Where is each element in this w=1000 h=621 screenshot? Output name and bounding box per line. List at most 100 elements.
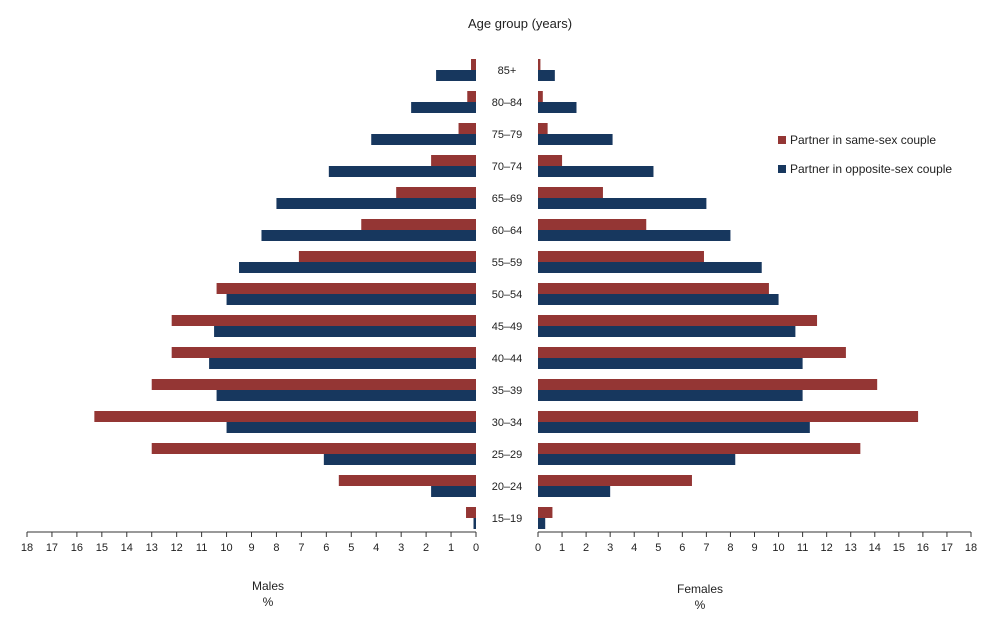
bar-female-opposite-sex-40–44 — [538, 358, 803, 369]
males-axis-title: Males — [252, 579, 284, 593]
bar-male-same-sex-40–44 — [171, 347, 476, 358]
bar-male-opposite-sex-40–44 — [209, 358, 476, 369]
age-label-65–69: 65–69 — [492, 193, 523, 205]
bar-male-same-sex-25–29 — [151, 443, 476, 454]
males-tick-label-2: 2 — [423, 542, 429, 554]
bar-male-same-sex-45–49 — [171, 315, 476, 326]
bar-male-opposite-sex-30–34 — [226, 422, 476, 433]
bar-female-same-sex-70–74 — [538, 155, 563, 166]
females-tick-label-13: 13 — [845, 542, 857, 554]
males-axis-unit: % — [263, 595, 274, 609]
bar-male-opposite-sex-65–69 — [276, 198, 476, 209]
females-tick-label-5: 5 — [655, 542, 661, 554]
bar-female-opposite-sex-50–54 — [538, 294, 779, 305]
bars-layer — [94, 59, 919, 529]
bar-male-same-sex-30–34 — [94, 411, 476, 422]
bar-female-opposite-sex-70–74 — [538, 166, 654, 177]
bar-male-same-sex-70–74 — [431, 155, 476, 166]
age-label-80–84: 80–84 — [492, 97, 523, 109]
age-label-30–34: 30–34 — [492, 417, 523, 429]
females-tick-label-6: 6 — [679, 542, 685, 554]
bar-female-opposite-sex-55–59 — [538, 262, 762, 273]
bar-male-opposite-sex-70–74 — [328, 166, 476, 177]
bar-female-same-sex-30–34 — [538, 411, 919, 422]
age-label-85+: 85+ — [498, 65, 517, 77]
bar-female-same-sex-65–69 — [538, 187, 603, 198]
bar-male-opposite-sex-35–39 — [216, 390, 476, 401]
bar-female-opposite-sex-25–29 — [538, 454, 736, 465]
bar-female-opposite-sex-15–19 — [538, 518, 546, 529]
chart-title: Age group (years) — [468, 16, 572, 31]
bar-male-same-sex-75–79 — [458, 123, 476, 134]
males-tick-label-6: 6 — [323, 542, 329, 554]
bar-male-same-sex-50–54 — [216, 283, 476, 294]
age-labels: 15–19 20–24 25–29 30–34 35–39 40–44 45–49 50–54… — [492, 65, 523, 525]
legend-label-opposite-sex: Partner in opposite-sex couple — [790, 162, 952, 176]
bar-male-opposite-sex-20–24 — [431, 486, 476, 497]
bar-male-opposite-sex-60–64 — [261, 230, 476, 241]
age-label-60–64: 60–64 — [492, 225, 523, 237]
bar-female-opposite-sex-60–64 — [538, 230, 731, 241]
males-tick-label-17: 17 — [46, 542, 58, 554]
age-label-15–19: 15–19 — [492, 513, 523, 525]
females-tick-label-1: 1 — [559, 542, 565, 554]
bar-female-same-sex-20–24 — [538, 475, 692, 486]
females-tick-label-18: 18 — [965, 542, 977, 554]
males-tick-label-13: 13 — [146, 542, 158, 554]
males-tick-label-9: 9 — [248, 542, 254, 554]
age-label-35–39: 35–39 — [492, 385, 523, 397]
females-tick-label-8: 8 — [727, 542, 733, 554]
males-tick-label-16: 16 — [71, 542, 83, 554]
bar-female-opposite-sex-30–34 — [538, 422, 810, 433]
age-label-45–49: 45–49 — [492, 321, 523, 333]
bar-female-same-sex-80–84 — [538, 91, 543, 102]
bar-female-same-sex-40–44 — [538, 347, 846, 358]
bar-male-opposite-sex-45–49 — [214, 326, 476, 337]
females-tick-label-12: 12 — [821, 542, 833, 554]
bar-female-opposite-sex-85+ — [538, 70, 555, 81]
females-tick-label-4: 4 — [631, 542, 637, 554]
age-label-50–54: 50–54 — [492, 289, 523, 301]
legend-label-same-sex: Partner in same-sex couple — [790, 133, 936, 147]
bar-male-same-sex-80–84 — [467, 91, 476, 102]
bar-male-opposite-sex-15–19 — [473, 518, 476, 529]
bar-male-opposite-sex-50–54 — [226, 294, 476, 305]
females-tick-label-3: 3 — [607, 542, 613, 554]
males-tick-label-11: 11 — [196, 542, 207, 554]
females-tick-label-7: 7 — [703, 542, 709, 554]
bar-female-opposite-sex-35–39 — [538, 390, 803, 401]
legend-swatch-same-sex — [778, 136, 786, 144]
bar-female-opposite-sex-45–49 — [538, 326, 796, 337]
bar-female-same-sex-75–79 — [538, 123, 548, 134]
bar-male-same-sex-20–24 — [338, 475, 476, 486]
bar-female-opposite-sex-80–84 — [538, 102, 577, 113]
bar-male-opposite-sex-25–29 — [323, 454, 476, 465]
bar-male-opposite-sex-55–59 — [239, 262, 476, 273]
bar-female-opposite-sex-20–24 — [538, 486, 611, 497]
females-tick-label-16: 16 — [917, 542, 929, 554]
bar-male-same-sex-15–19 — [466, 507, 476, 518]
males-tick-label-3: 3 — [398, 542, 404, 554]
bar-male-same-sex-65–69 — [396, 187, 476, 198]
females-tick-label-0: 0 — [535, 542, 541, 554]
bar-female-opposite-sex-75–79 — [538, 134, 613, 145]
bar-female-same-sex-45–49 — [538, 315, 818, 326]
males-tick-label-18: 18 — [21, 542, 33, 554]
males-tick-label-10: 10 — [220, 542, 232, 554]
males-tick-label-14: 14 — [121, 542, 133, 554]
bar-male-same-sex-60–64 — [361, 219, 476, 230]
bar-male-same-sex-55–59 — [298, 251, 476, 262]
males-tick-label-0: 0 — [473, 542, 479, 554]
age-label-40–44: 40–44 — [492, 353, 523, 365]
bar-female-same-sex-60–64 — [538, 219, 647, 230]
females-tick-label-10: 10 — [772, 542, 784, 554]
males-tick-label-15: 15 — [96, 542, 108, 554]
bar-female-same-sex-85+ — [538, 59, 541, 70]
bar-female-same-sex-25–29 — [538, 443, 861, 454]
females-tick-label-2: 2 — [583, 542, 589, 554]
females-axis-unit: % — [695, 598, 706, 612]
males-tick-label-4: 4 — [373, 542, 379, 554]
bar-male-same-sex-85+ — [471, 59, 476, 70]
bar-male-opposite-sex-75–79 — [371, 134, 476, 145]
